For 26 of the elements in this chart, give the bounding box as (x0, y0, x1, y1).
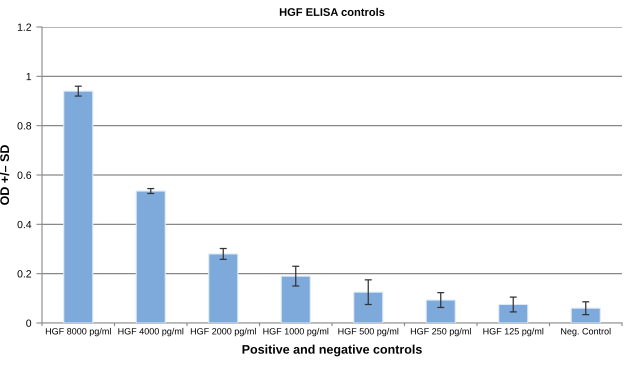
chart-title: HGF ELISA controls (280, 8, 384, 16)
y-axis-title: OD +/– SD (0, 145, 10, 205)
bar (136, 190, 166, 323)
x-tick-label: HGF 125 pg/ml (483, 328, 544, 336)
bar (570, 308, 601, 323)
y-tick-label: 0 (26, 320, 32, 327)
bar (498, 304, 528, 323)
bar (426, 300, 456, 323)
bar (280, 276, 311, 323)
x-tick-label: HGF 1000 pg/ml (263, 328, 328, 336)
x-tick-label: HGF 4000 pg/ml (118, 328, 184, 336)
x-tick-label: Neg. Control (561, 328, 610, 336)
x-tick-label: HGF 250 pg/ml (410, 328, 471, 336)
bar (208, 253, 238, 323)
y-tick-label: 0.6 (18, 172, 32, 179)
y-tick-label: 0.2 (18, 270, 32, 278)
x-tick-label: HGF 2000 pg/ml (190, 328, 256, 336)
bar (353, 292, 384, 323)
x-tick-label: HGF 500 pg/ml (338, 328, 398, 336)
x-axis-title: Positive and negative controls (242, 344, 422, 356)
y-tick-label: 1.2 (18, 24, 32, 31)
bar (63, 90, 94, 323)
y-tick-label: 1 (26, 72, 32, 80)
y-tick-label: 0.8 (18, 122, 32, 130)
y-tick-label: 0.4 (18, 220, 32, 228)
x-tick-label: HGF 8000 pg/ml (46, 328, 111, 336)
